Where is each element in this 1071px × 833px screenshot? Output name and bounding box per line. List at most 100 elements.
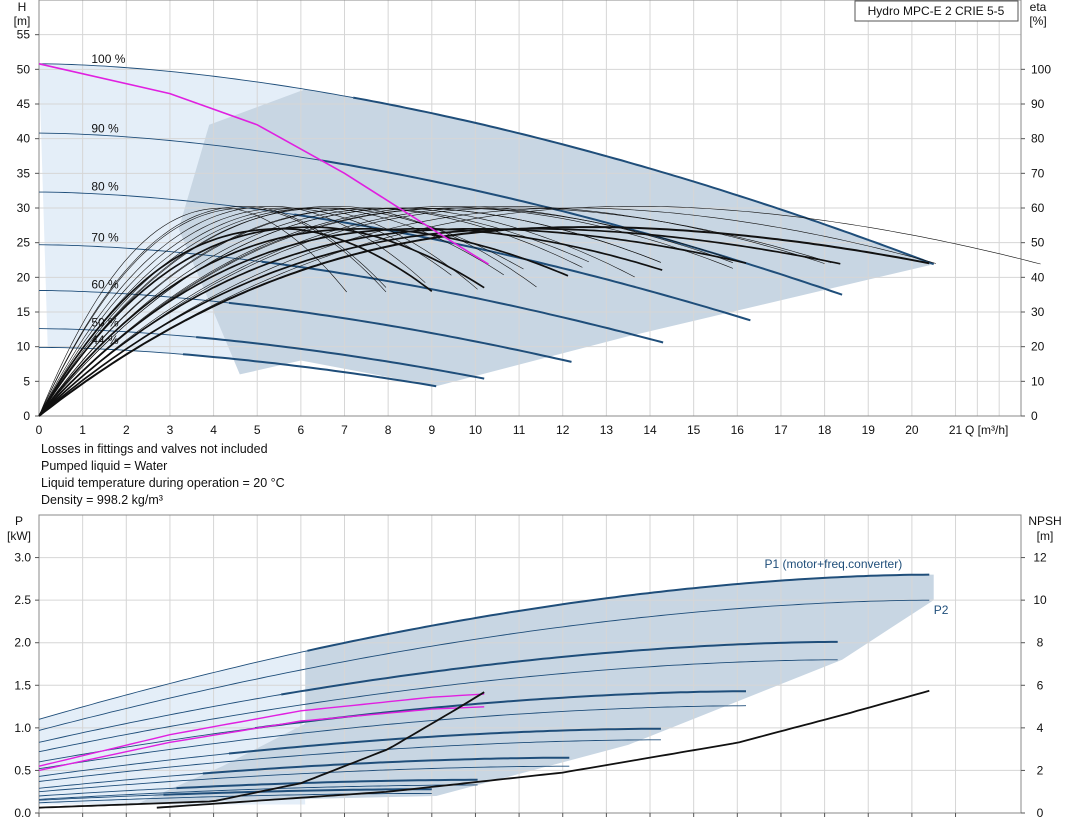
- npsh-axis-unit: [m]: [1037, 529, 1054, 543]
- efficiency-curve-thin: [38, 207, 662, 417]
- power-tick-label: 0.0: [14, 806, 31, 820]
- speed-label: 100 %: [91, 52, 125, 66]
- npsh-axis-symbol: NPSH: [1028, 514, 1061, 528]
- p1-curve: [281, 640, 838, 696]
- head-operating-band: [178, 89, 934, 387]
- p1-curve-thin: [38, 727, 256, 763]
- efficiency-curve: [38, 227, 663, 417]
- speed-label: 80 %: [91, 180, 119, 194]
- head-curves: [38, 63, 1041, 417]
- power-tick-label: 3.0: [14, 551, 31, 565]
- speed-label: 60 %: [91, 278, 119, 292]
- chart-title-box: [854, 0, 1019, 22]
- p1-curve-thin: [38, 794, 164, 801]
- head-tick-label: 20: [17, 270, 31, 284]
- head-curve: [182, 353, 437, 388]
- flow-tick-label: 4: [210, 423, 217, 437]
- flow-tick-label: 18: [818, 423, 832, 437]
- eta-tick-label: 30: [1031, 305, 1045, 319]
- p2-curve: [38, 705, 747, 770]
- flow-tick-label: 8: [385, 423, 392, 437]
- power-series-labels: P1 (motor+freq.converter) P2: [764, 557, 948, 617]
- head-curve-thin: [39, 63, 354, 99]
- speed-label: 44 %: [91, 333, 119, 347]
- eta-tick-label: 90: [1031, 97, 1045, 111]
- efficiency-curve: [38, 227, 569, 417]
- eta-tick-label: 60: [1031, 201, 1045, 215]
- eta-tick-label: 70: [1031, 166, 1045, 180]
- head-tick-label: 10: [17, 340, 31, 354]
- efficiency-curve-thin: [38, 207, 635, 417]
- head-curve-thin: [39, 346, 184, 355]
- head-curve: [353, 96, 935, 266]
- chart-title: Hydro MPC-E 2 CRIE 5-5: [868, 4, 1005, 18]
- head-tick-label: 25: [17, 236, 31, 250]
- note-pumped-liquid: Pumped liquid = Water: [41, 459, 168, 473]
- head-tick-label: 30: [17, 201, 31, 215]
- power-series-label: P2: [934, 603, 949, 617]
- p2-curve: [38, 599, 930, 731]
- note-liquid-temperature: Liquid temperature during operation = 20…: [41, 476, 285, 490]
- flow-tick-label: 6: [298, 423, 305, 437]
- p2-curve: [38, 739, 661, 782]
- single-pump-power-curve: [38, 706, 485, 772]
- head-curve-thin: [39, 290, 229, 304]
- power-axis-unit: [kW]: [7, 529, 31, 543]
- head-curve-thin: [39, 191, 295, 215]
- efficiency-curve: [38, 226, 485, 417]
- npsh-tick-label: 12: [1033, 551, 1047, 565]
- flow-tick-label: 13: [600, 423, 614, 437]
- eta-tick-label: 10: [1031, 374, 1045, 388]
- efficiency-curve-thin: [38, 207, 347, 417]
- eta-tick-label: 50: [1031, 236, 1045, 250]
- p1-curve-thin: [38, 753, 229, 777]
- power-tick-label: 1.5: [14, 678, 31, 692]
- power-axis-symbol: P: [15, 514, 23, 528]
- efficiency-curve-thin: [38, 206, 387, 417]
- efficiency-curve-thin: [38, 207, 504, 417]
- npsh-tick-label: 6: [1037, 678, 1044, 692]
- flow-tick-label: 15: [687, 423, 701, 437]
- flow-tick-label: 5: [254, 423, 261, 437]
- npsh-tick-label: 8: [1037, 636, 1044, 650]
- efficiency-curve-thin: [38, 207, 524, 417]
- efficiency-curve-thin: [38, 207, 936, 417]
- flow-tick-label: 21: [949, 423, 963, 437]
- head-tick-label: 5: [23, 374, 30, 388]
- single-pump-head-curve: [38, 63, 489, 265]
- eta-axis-unit: [%]: [1029, 14, 1046, 28]
- flow-tick-label: 12: [556, 423, 570, 437]
- eta-tick-label: 0: [1031, 409, 1038, 423]
- power-curves: [38, 573, 930, 809]
- efficiency-curve-thin: [38, 206, 734, 417]
- power-tick-label: 2.5: [14, 593, 31, 607]
- eta-tick-label: 40: [1031, 270, 1045, 284]
- single-pump-power-curve: [38, 693, 485, 767]
- p1-curve: [202, 756, 570, 775]
- efficiency-curve-thin: [38, 207, 452, 417]
- efficiency-curve: [38, 227, 747, 417]
- eta-tick-label: 100: [1031, 62, 1051, 76]
- efficiency-curve-thin: [38, 207, 590, 417]
- efficiency-curve-thin: [38, 207, 478, 417]
- efficiency-curve-thin: [38, 206, 1041, 417]
- power-tick-label: 2.0: [14, 636, 31, 650]
- speed-labels: 100 % 90 % 80 % 70 % 60 % 50 % 44 %: [91, 52, 125, 347]
- npsh-tick-label: 0: [1037, 806, 1044, 820]
- p2-curve: [38, 784, 478, 800]
- npsh-tick-label: 10: [1033, 593, 1047, 607]
- power-tick-labels: 0.0 0.5 1.0 1.5 2.0 2.5 3.0 0 2 4 6 8 10 12: [14, 551, 1047, 820]
- head-curve: [228, 301, 572, 363]
- head-tick-label: 55: [17, 28, 31, 42]
- flow-axis-label: Q [m³/h]: [965, 423, 1008, 437]
- p2-curve: [38, 765, 570, 793]
- head-tick-label: 50: [17, 62, 31, 76]
- head-tick-label: 40: [17, 132, 31, 146]
- power-plot-frame: [38, 514, 1022, 814]
- flow-tick-label: 20: [905, 423, 919, 437]
- flow-tick-label: 7: [341, 423, 348, 437]
- head-tick-label: 35: [17, 166, 31, 180]
- flow-tick-label: 2: [123, 423, 130, 437]
- flow-tick-label: 17: [774, 423, 788, 437]
